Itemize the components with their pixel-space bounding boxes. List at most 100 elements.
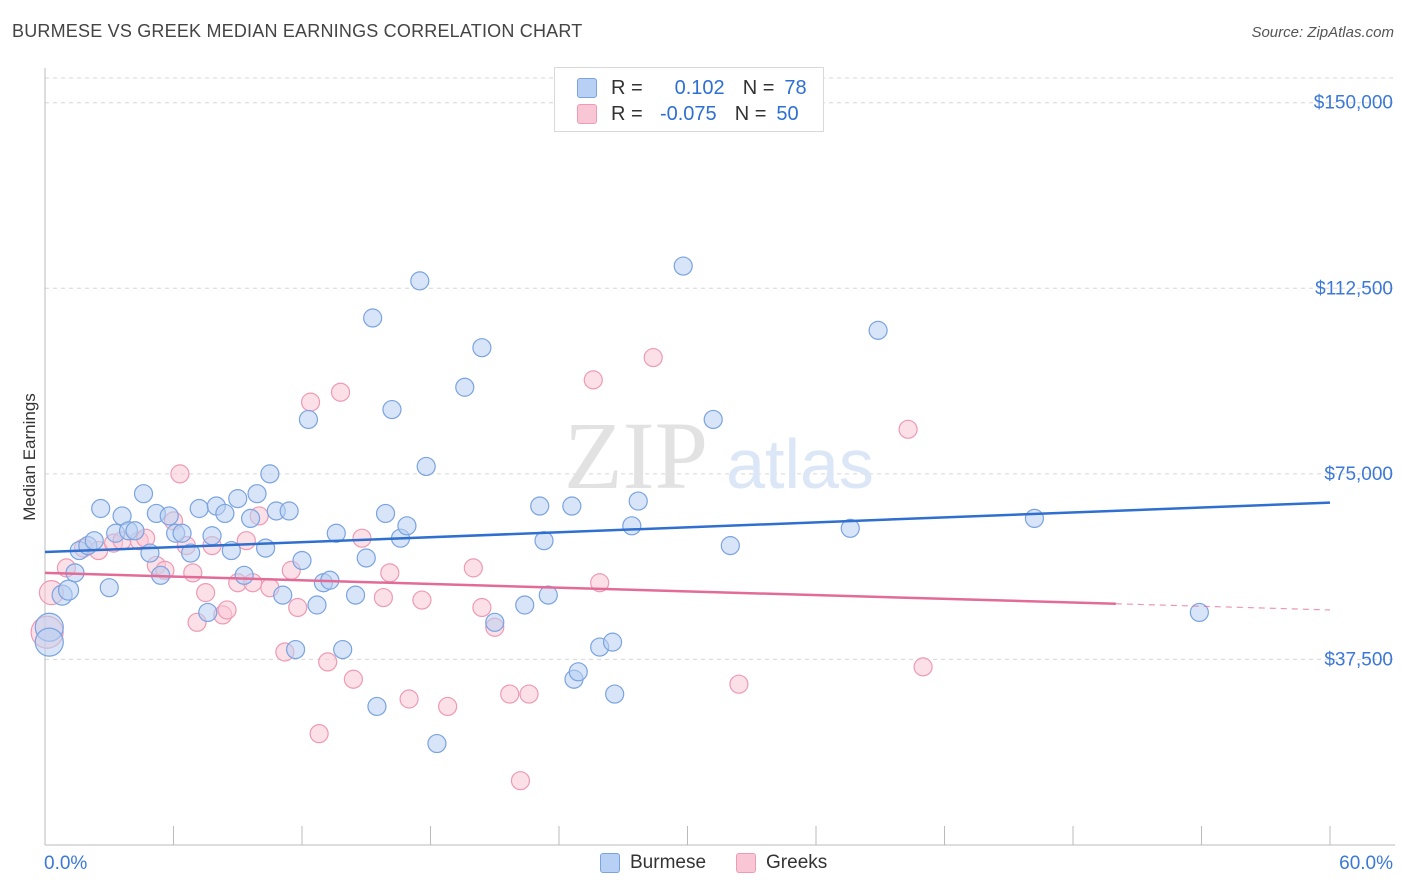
legend-item-burmese[interactable]: Burmese [600,852,706,874]
burmese-point [298,409,319,430]
greeks-point [510,771,531,791]
greeks-point [352,528,372,548]
burmese-point [84,531,104,551]
r-value: -0.075 [659,102,717,125]
burmese-point [198,602,218,623]
r-label: R = [611,76,643,99]
burmese-point [125,521,145,541]
burmese-point [534,531,554,551]
greeks-point [729,674,749,694]
greeks-point [463,558,483,578]
watermark-zip: ZIP [564,402,708,509]
burmese-point [215,503,235,524]
greeks-swatch [577,104,597,124]
trend-lines [44,501,1331,611]
burmese-point [307,595,327,615]
burmese-swatch [600,853,620,873]
burmese-point [91,498,111,519]
burmese-point [367,696,387,717]
burmese-point [840,518,860,538]
burmese-point [530,496,550,516]
burmese-point [455,377,475,397]
y-tick-label: $112,500 [1315,278,1393,299]
greeks-point [519,684,539,704]
greeks-point [300,392,321,412]
burmese-point [99,578,119,598]
burmese-point [228,489,248,509]
r-label: R = [611,102,643,125]
burmese-point [345,585,366,605]
burmese-point [292,550,312,571]
greeks-point [898,419,918,439]
legend-item-greeks[interactable]: Greeks [736,852,827,874]
burmese-point [363,308,383,328]
y-tick-label: $75,000 [1324,464,1393,485]
burmese-point [605,684,625,704]
burmese-point [260,464,280,484]
burmese-point [622,516,642,536]
source-label: Source: ZipAtlas.com [1251,24,1394,41]
y-tick-labels: $37,500 $75,000 $112,500 $150,000 [1314,93,1393,671]
greeks-label: Greeks [766,852,828,873]
series-legend: Burmese Greeks [600,852,857,874]
greeks-swatch [736,853,757,873]
burmese-point [562,496,582,516]
greeks-point [438,696,458,717]
greeks-trendline [44,571,1116,606]
burmese-label: Burmese [630,852,707,873]
burmese-point [703,409,723,430]
burmese-point [234,565,254,585]
burmese-point [515,595,535,615]
n-label: N = [734,102,767,125]
greeks-point [288,597,308,618]
burmese-point [255,538,276,558]
burmese-point [172,523,192,543]
greeks-point [309,724,329,744]
greeks-point [583,370,603,390]
legend-row-burmese: R = 0.102 N = 78 [577,76,807,100]
greeks-point [472,597,492,618]
burmese-point [273,585,293,605]
greeks-points [30,347,933,791]
greeks-point [373,587,393,608]
greeks-trendline-extension [1115,603,1331,611]
burmese-point [189,498,209,519]
burmese-point [568,662,588,682]
x-tick-labels: 0.0% 60.0% [44,853,1393,874]
burmese-point [247,484,267,504]
chart-title: BURMESE VS GREEK MEDIAN EARNINGS CORRELA… [12,21,583,41]
burmese-point [673,256,693,276]
greeks-point [330,382,351,402]
burmese-point [1024,508,1045,529]
burmese-point [628,491,648,511]
greeks-point [913,657,933,677]
axes [44,68,1395,846]
burmese-point [410,271,430,291]
burmese-point [375,503,396,524]
n-value: 78 [784,76,807,99]
burmese-point [326,523,346,543]
burmese-point [1189,602,1209,623]
burmese-point [602,632,623,652]
greeks-point [196,583,216,603]
burmese-point [356,548,376,568]
burmese-point [333,639,353,660]
n-label: N = [742,76,775,99]
greeks-point [500,684,520,704]
burmese-point [285,639,306,660]
watermark: ZIP atlas [564,402,874,509]
greeks-point [412,590,432,610]
x-tick-label: 0.0% [44,853,87,874]
burmese-point [538,585,558,605]
legend-row-greeks: R = -0.075 N = 50 [577,102,799,126]
greeks-point [643,347,663,368]
greeks-point [183,563,203,583]
burmese-point [279,501,299,521]
burmese-point [416,456,436,477]
burmese-point [485,612,505,632]
r-value: 0.102 [674,76,725,99]
burmese-point [181,543,201,563]
burmese-point [472,338,492,358]
burmese-point [382,399,402,420]
burmese-point [202,526,222,546]
